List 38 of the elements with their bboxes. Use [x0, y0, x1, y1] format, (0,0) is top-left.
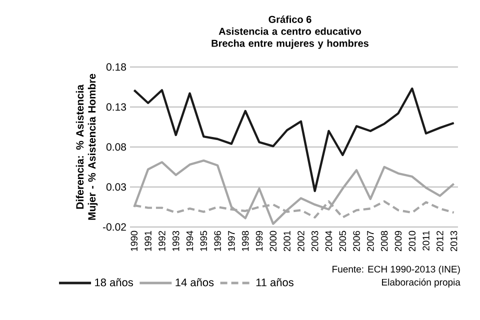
chart-subtitle: Asistencia a centro educativo Brecha entre mujeres y hombres — [212, 28, 368, 49]
x-tick-label: 1992 — [158, 230, 166, 251]
line-series — [133, 87, 455, 192]
y-tick-label: 0.18 — [106, 63, 126, 71]
x-tick-label: 1990 — [130, 230, 138, 251]
x-tick-label: 2012 — [436, 230, 444, 252]
x-tick-label: 2001 — [284, 230, 290, 252]
y-tick-label: 0.13 — [106, 103, 126, 111]
legend-label: 14 años — [176, 278, 214, 286]
y-axis-title: Diferencia: % Asistencia Mujer - % Asistencia Hombre — [76, 74, 98, 220]
x-tick-label: 1998 — [242, 230, 249, 251]
x-tick-label: 2005 — [339, 230, 346, 252]
x-tick-label: 2003 — [311, 230, 318, 252]
legend-label: 18 años — [95, 278, 133, 286]
x-tick-label: 2002 — [298, 230, 304, 252]
x-tick-label: 1997 — [228, 230, 235, 251]
x-tick-label: 2008 — [380, 230, 388, 252]
x-tick-label: 1996 — [214, 230, 221, 251]
x-tick-label: 2007 — [367, 230, 374, 252]
source-note: Fuente: ECH 1990-2013 (INE) — [332, 266, 460, 274]
x-tick-label: 1993 — [172, 230, 180, 251]
chart-title: Gráfico 6 — [268, 16, 312, 23]
y-tick-label: 0.03 — [106, 183, 126, 191]
y-tick-label: 0.08 — [106, 143, 126, 151]
legend-label: 11 años — [256, 278, 294, 286]
x-tick-label: 2004 — [325, 230, 332, 252]
x-tick-label: 2013 — [450, 230, 458, 252]
x-tick-label: 1995 — [200, 230, 208, 251]
x-tick-label: 1991 — [144, 230, 152, 251]
x-tick-label: 1994 — [186, 230, 194, 251]
x-tick-label: 2009 — [394, 230, 402, 252]
text: Elaboración propia — [382, 278, 460, 288]
x-tick-label: 2010 — [408, 230, 416, 252]
x-tick-label: 2011 — [422, 230, 430, 250]
y-tick-label: -0.02 — [103, 223, 126, 231]
x-tick-label: 2006 — [353, 230, 360, 252]
x-tick-label: 1999 — [256, 230, 263, 251]
x-tick-label: 2000 — [270, 230, 277, 252]
